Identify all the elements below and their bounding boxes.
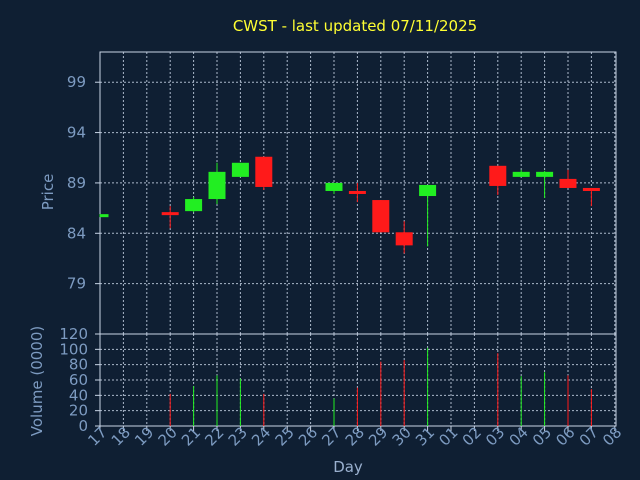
- price-axis-label: Price: [39, 174, 57, 211]
- candle-body: [255, 156, 273, 187]
- x-axis-ticks: 1718192021222324252627282930310102030405…: [84, 423, 625, 449]
- price-tick-label: 94: [67, 124, 86, 142]
- candle-body: [231, 162, 249, 177]
- volume-tick-label: 60: [69, 371, 88, 389]
- candle-body: [489, 165, 507, 186]
- price-tick-label: 99: [67, 73, 86, 91]
- volume-tick-label: 0: [78, 417, 88, 435]
- candle-body: [536, 171, 554, 177]
- candle-body: [348, 190, 366, 195]
- candle: [489, 165, 507, 196]
- volume-axis-label: Volume (0000): [28, 326, 46, 436]
- volume-tick-label: 20: [69, 402, 88, 420]
- candle: [325, 182, 343, 195]
- candles: [99, 156, 600, 254]
- candle: [395, 221, 413, 254]
- candle: [372, 200, 390, 233]
- candle-body: [372, 200, 390, 233]
- candle: [99, 214, 109, 218]
- candle: [231, 162, 249, 177]
- price-tick-label: 84: [67, 224, 86, 242]
- candle-body: [185, 199, 203, 212]
- volume-tick-label: 120: [59, 325, 88, 343]
- candle-body: [161, 212, 179, 216]
- volume-tick-label: 100: [59, 340, 88, 358]
- candle-body: [419, 184, 437, 197]
- candle: [512, 169, 530, 177]
- price-tick-label: 89: [67, 174, 86, 192]
- candle-body: [512, 171, 530, 177]
- candle: [208, 162, 226, 205]
- price-tick-label: 79: [67, 275, 86, 293]
- volume-tick-label: 80: [69, 356, 88, 374]
- candle-body: [100, 214, 109, 218]
- candle: [536, 170, 554, 199]
- candle-body: [208, 171, 226, 200]
- volume-bars: [169, 347, 592, 426]
- x-axis-label: Day: [333, 458, 363, 476]
- chart-title: CWST - last updated 07/11/2025: [233, 17, 477, 35]
- candle-body: [582, 187, 600, 191]
- price-y-ticks: 79 84 89 94 99: [67, 73, 100, 293]
- candle-body: [325, 182, 343, 191]
- candle-body: [559, 178, 577, 188]
- candle: [185, 197, 203, 213]
- candle: [559, 169, 577, 188]
- candle: [161, 206, 179, 229]
- volume-tick-label: 40: [69, 386, 88, 404]
- candle: [419, 184, 437, 247]
- candle: [348, 182, 366, 203]
- candle: [255, 156, 273, 190]
- candle: [582, 187, 600, 207]
- candle-body: [395, 232, 413, 246]
